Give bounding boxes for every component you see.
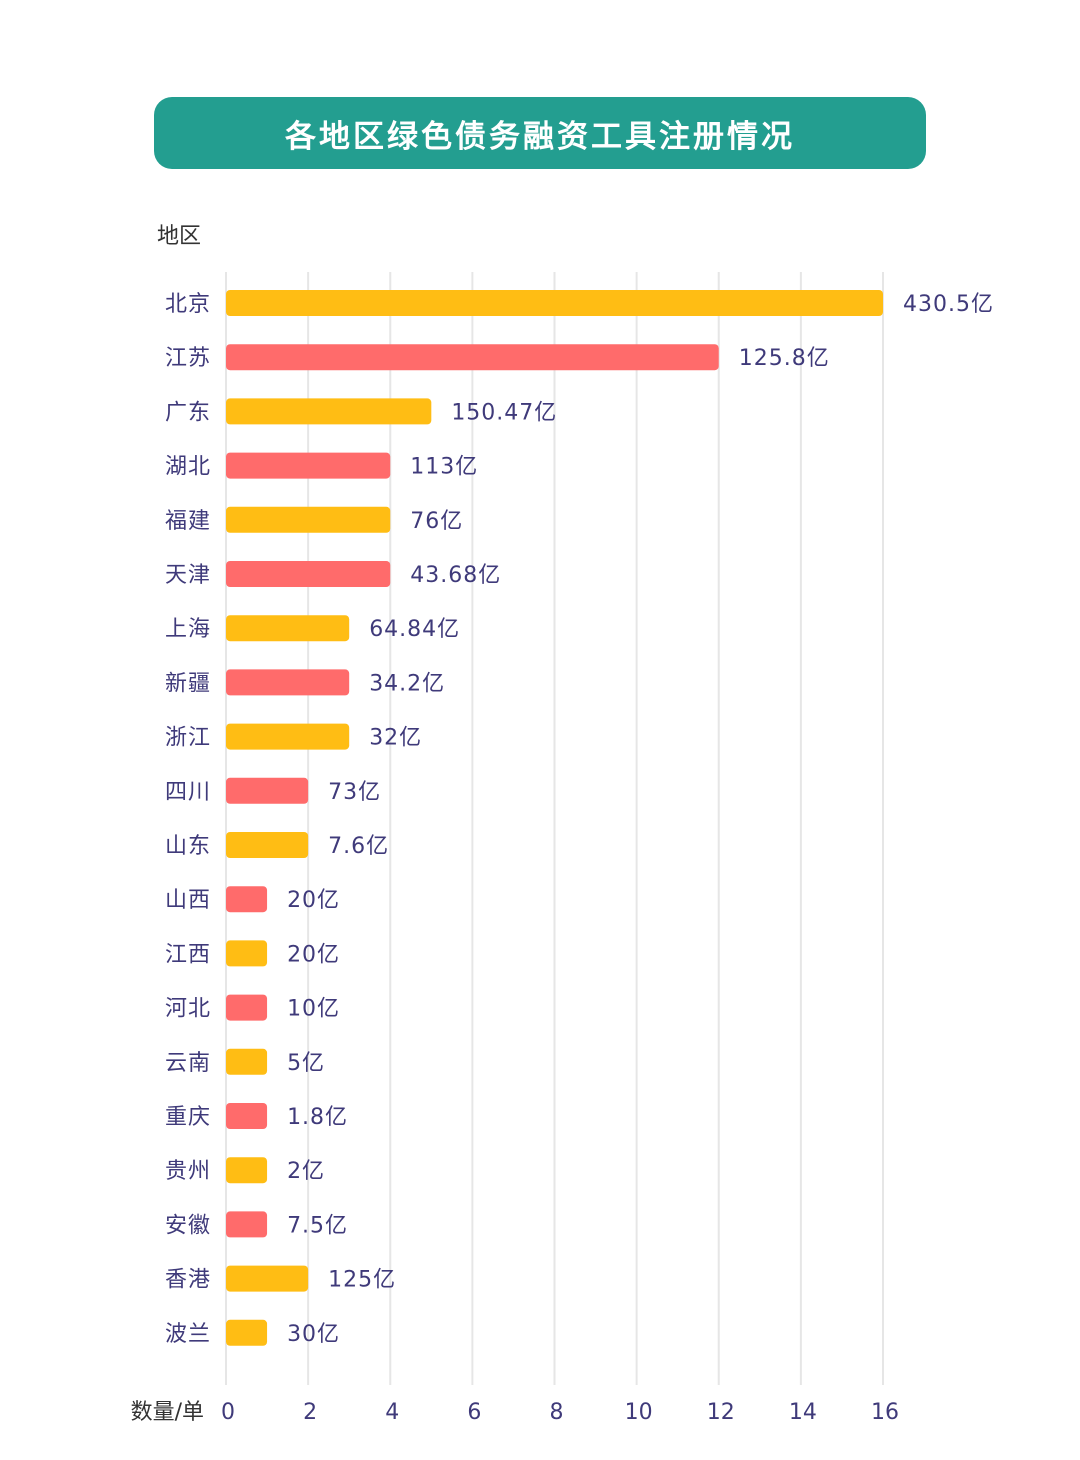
data-label-18: 125亿 xyxy=(328,1268,396,1293)
x-tick-label-1: 2 xyxy=(303,1400,317,1425)
bar-18 xyxy=(226,1265,309,1292)
chart-title: 各地区绿色债务融资工具注册情况 xyxy=(285,118,795,155)
x-tick-label-0: 0 xyxy=(221,1400,235,1425)
category-label-2: 广东 xyxy=(165,400,211,425)
bar-14 xyxy=(226,1048,268,1075)
category-label-13: 河北 xyxy=(165,997,211,1022)
category-label-14: 云南 xyxy=(165,1051,211,1076)
category-label-18: 香港 xyxy=(165,1268,211,1293)
data-label-2: 150.47亿 xyxy=(451,400,557,425)
data-label-7: 34.2亿 xyxy=(369,671,445,696)
category-label-11: 山西 xyxy=(165,888,211,913)
x-tick-label-2: 4 xyxy=(385,1400,399,1425)
bar-2 xyxy=(226,398,432,425)
data-label-5: 43.68亿 xyxy=(410,563,501,588)
bar-19 xyxy=(226,1319,268,1346)
category-label-17: 安徽 xyxy=(165,1213,211,1238)
x-tick-label-8: 16 xyxy=(871,1400,899,1425)
bar-9 xyxy=(226,777,309,804)
data-label-1: 125.8亿 xyxy=(739,346,830,371)
category-label-12: 江西 xyxy=(165,942,211,967)
x-axis-title: 数量/单 xyxy=(131,1400,204,1425)
data-label-9: 73亿 xyxy=(328,780,381,805)
data-label-15: 1.8亿 xyxy=(287,1105,348,1130)
category-label-15: 重庆 xyxy=(165,1105,211,1130)
data-label-11: 20亿 xyxy=(287,888,340,913)
x-tick-label-7: 14 xyxy=(789,1400,817,1425)
y-axis-title: 地区 xyxy=(157,224,202,249)
category-label-4: 福建 xyxy=(165,509,211,534)
x-tick-label-6: 12 xyxy=(707,1400,735,1425)
category-label-7: 新疆 xyxy=(165,671,211,696)
data-label-17: 7.5亿 xyxy=(287,1213,348,1238)
x-tick-label-5: 10 xyxy=(625,1400,653,1425)
data-label-6: 64.84亿 xyxy=(369,617,460,642)
bar-4 xyxy=(226,506,391,533)
bar-6 xyxy=(226,615,350,642)
data-label-14: 5亿 xyxy=(287,1051,325,1076)
data-label-12: 20亿 xyxy=(287,942,340,967)
category-label-1: 江苏 xyxy=(165,346,211,371)
bar-17 xyxy=(226,1211,268,1238)
bar-16 xyxy=(226,1157,268,1184)
data-label-4: 76亿 xyxy=(410,509,463,534)
category-label-16: 贵州 xyxy=(165,1159,211,1184)
bar-3 xyxy=(226,452,391,479)
data-label-16: 2亿 xyxy=(287,1159,325,1184)
bar-11 xyxy=(226,886,268,913)
category-label-6: 上海 xyxy=(165,617,211,642)
category-label-8: 浙江 xyxy=(165,726,211,751)
data-label-10: 7.6亿 xyxy=(328,834,389,859)
bar-15 xyxy=(226,1103,268,1129)
bar-13 xyxy=(226,994,268,1021)
data-label-19: 30亿 xyxy=(287,1322,340,1347)
bar-8 xyxy=(226,723,350,750)
bar-7 xyxy=(226,669,350,696)
category-label-5: 天津 xyxy=(165,563,211,588)
bar-5 xyxy=(226,561,391,587)
data-label-13: 10亿 xyxy=(287,997,340,1022)
category-label-3: 湖北 xyxy=(165,455,211,480)
bar-0 xyxy=(226,290,883,316)
x-tick-label-3: 6 xyxy=(467,1400,481,1425)
bar-12 xyxy=(226,940,268,967)
category-label-19: 波兰 xyxy=(165,1322,211,1347)
category-label-10: 山东 xyxy=(165,834,211,859)
x-tick-label-4: 8 xyxy=(550,1400,564,1425)
data-label-8: 32亿 xyxy=(369,726,422,751)
bar-10 xyxy=(226,832,309,858)
data-label-3: 113亿 xyxy=(410,455,478,480)
title-banner: 各地区绿色债务融资工具注册情况 xyxy=(154,97,926,169)
bar-1 xyxy=(226,344,719,371)
category-label-0: 北京 xyxy=(165,292,211,317)
category-label-9: 四川 xyxy=(165,780,211,805)
data-label-0: 430.5亿 xyxy=(903,292,994,317)
